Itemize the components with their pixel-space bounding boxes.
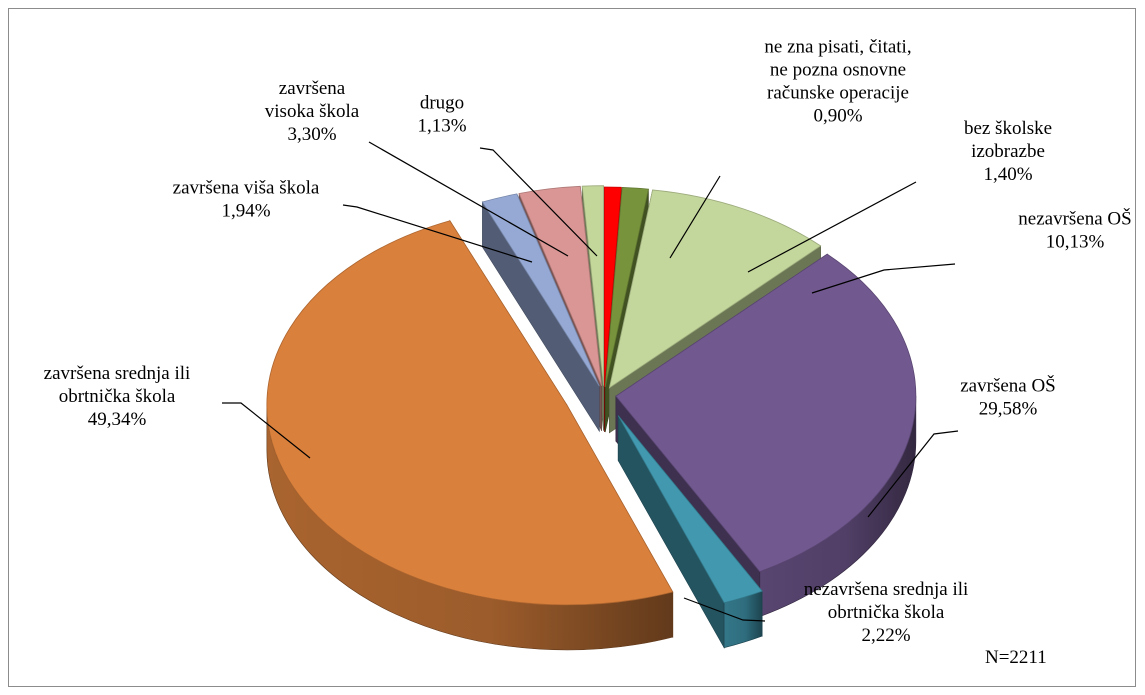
slice-label-line: računske operacije (767, 83, 909, 104)
slice-label-line: 1,40% (983, 164, 1032, 185)
sample-size-note: N=2211 (985, 647, 1047, 668)
slice-label-7: završena visoka škola 3,30% (265, 78, 360, 145)
slice-label-line: nezavršena srednja ili (804, 579, 969, 600)
slice-label-line: 0,90% (813, 106, 862, 127)
slice-label-line: 10,13% (1046, 232, 1105, 253)
slice-label-line: 1,94% (221, 201, 270, 222)
slice-label-1: bez školske izobrazbe 1,40% (964, 118, 1052, 185)
slice-label-line: 2,22% (861, 625, 910, 646)
slice-label-line: 49,34% (88, 409, 147, 430)
slice-label-line: završena (279, 78, 346, 99)
slice-label-line: završena OŠ (960, 375, 1056, 397)
slice-label-4: nezavršena srednja ili obrtnička škola 2,2… (804, 579, 969, 646)
slice-label-line: ne zna pisati, čitati, (764, 37, 911, 58)
slice-label-line: 1,13% (417, 116, 466, 137)
slice-label-line: 29,58% (979, 399, 1038, 420)
slice-label-line: ne pozna osnovne (770, 60, 906, 81)
slice-label-line: završena srednja ili (44, 363, 191, 384)
slice-label-line: nezavršena OŠ (1018, 208, 1131, 230)
slice-label-5: završena srednja ili obrtnička škola 49,34… (44, 363, 191, 430)
slice-label-line: visoka škola (265, 101, 360, 122)
slice-label-8: drugo 1,13% (417, 93, 466, 137)
slice-label-line: završena viša škola (173, 178, 320, 199)
slice-label-line: obrtnička škola (828, 602, 945, 623)
slice-label-3: završena OŠ 29,58% (960, 375, 1056, 420)
slice-label-line: izobrazbe (971, 141, 1045, 162)
slice-label-line: obrtnička škola (59, 386, 176, 407)
slice-label-line: 3,30% (287, 124, 336, 145)
slice-label-line: bez školske (964, 118, 1052, 139)
slice-label-2: nezavršena OŠ 10,13% (1018, 208, 1131, 253)
slice-label-6: završena viša škola 1,94% (173, 178, 320, 222)
slice-label-line: drugo (420, 93, 464, 114)
slice-label-0: ne zna pisati, čitati, ne pozna osnovne ra… (764, 37, 911, 127)
